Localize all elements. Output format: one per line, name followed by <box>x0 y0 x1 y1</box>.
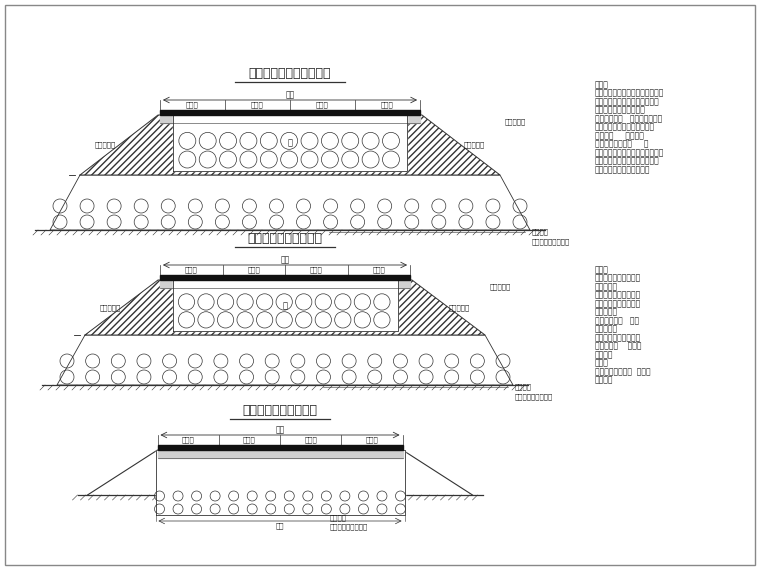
Text: 抛填片石: 抛填片石 <box>330 515 347 522</box>
Text: 和碾压。: 和碾压。 <box>595 350 613 359</box>
Text: 内填填石。: 内填填石。 <box>595 324 618 333</box>
Text: 工程量表。: 工程量表。 <box>595 282 618 291</box>
Polygon shape <box>156 450 404 515</box>
Text: 综: 综 <box>287 139 293 148</box>
Text: 、换填地段及深度详见: 、换填地段及深度详见 <box>595 274 641 283</box>
Text: 人行道: 人行道 <box>182 437 195 443</box>
Text: 填石或填土: 填石或填土 <box>464 142 485 148</box>
Text: 车行道: 车行道 <box>310 266 323 273</box>
Polygon shape <box>157 450 403 458</box>
Polygon shape <box>80 115 500 175</box>
Text: 地势较高的填方地段：: 地势较高的填方地段： <box>248 232 322 245</box>
Text: 抛填片石: 抛填片石 <box>515 384 532 390</box>
Text: 填石或填土: 填石或填土 <box>448 304 470 311</box>
Text: 、路面基层下   范围: 、路面基层下 范围 <box>595 316 639 325</box>
Text: 、抛填顺序：先从路堤中部开始，: 、抛填顺序：先从路堤中部开始， <box>595 148 664 157</box>
Polygon shape <box>157 445 403 450</box>
Text: 人行道: 人行道 <box>381 101 394 108</box>
Polygon shape <box>173 280 397 331</box>
Text: 车宽: 车宽 <box>276 522 284 528</box>
Polygon shape <box>173 115 407 171</box>
Text: 车行道: 车行道 <box>243 437 256 443</box>
Text: 中部抛填大建筑向渐次向两侧展: 中部抛填大建筑向渐次向两侧展 <box>595 157 660 165</box>
Polygon shape <box>160 275 410 280</box>
Polygon shape <box>57 335 513 385</box>
Text: 、视现场、填料情况及: 、视现场、填料情况及 <box>595 291 641 299</box>
Text: 开，以使淤泥向两侧挤出。: 开，以使淤泥向两侧挤出。 <box>595 165 651 174</box>
Text: 车行道: 车行道 <box>251 101 264 108</box>
Text: 车行道: 车行道 <box>316 101 329 108</box>
Text: 、换填地段及深度详见工程量表。: 、换填地段及深度详见工程量表。 <box>595 88 664 97</box>
Text: 车行道: 车行道 <box>247 266 260 273</box>
Text: 基层下片石: 基层下片石 <box>490 283 511 290</box>
Text: 软基及淤泥低注填筋地段: 软基及淤泥低注填筋地段 <box>249 67 331 80</box>
Text: 人行道: 人行道 <box>366 437 378 443</box>
Text: 路幅: 路幅 <box>280 255 290 264</box>
Text: 综: 综 <box>283 301 287 310</box>
Text: 状况等确定填土或填石。: 状况等确定填土或填石。 <box>595 105 646 115</box>
Text: 、换填地段及深度  详见工: 、换填地段及深度 详见工 <box>595 367 651 376</box>
Text: 程量表。: 程量表。 <box>595 376 613 385</box>
Text: 、抛填片石的粒径人不宜小于: 、抛填片石的粒径人不宜小于 <box>595 123 655 132</box>
Text: 说明：: 说明： <box>595 265 609 274</box>
Text: 、路底基层下   范围内需填石。: 、路底基层下 范围内需填石。 <box>595 114 662 123</box>
Text: 填石或填土: 填石或填土 <box>274 309 296 316</box>
Text: 基层下片石: 基层下片石 <box>505 118 526 125</box>
Text: 抛填片石: 抛填片石 <box>532 229 549 235</box>
Text: 、视现场、填料情况及施工天气: 、视现场、填料情况及施工天气 <box>595 97 660 106</box>
Text: 厚度视现场情况而定: 厚度视现场情况而定 <box>532 239 570 245</box>
Text: 人行道: 人行道 <box>186 101 199 108</box>
Text: 土或填石。: 土或填石。 <box>595 307 618 316</box>
Text: 厚度视现场情况而定: 厚度视现场情况而定 <box>330 524 369 530</box>
Text: 填石或填土: 填石或填土 <box>100 304 122 311</box>
Text: 说明：: 说明： <box>595 80 609 89</box>
Text: 路幅: 路幅 <box>285 90 295 99</box>
Text: 人行道: 人行道 <box>372 266 385 273</box>
Polygon shape <box>85 280 485 335</box>
Text: ，凡小于     的粒径的: ，凡小于 的粒径的 <box>595 131 644 140</box>
Text: 挖方区软基换填地段：: 挖方区软基换填地段： <box>242 404 318 417</box>
Polygon shape <box>160 110 420 115</box>
Text: 最佳含水量    时填筑: 最佳含水量 时填筑 <box>595 341 641 351</box>
Text: 施工天气状况等确定填: 施工天气状况等确定填 <box>595 299 641 308</box>
Text: 、填土时须在土料在其: 、填土时须在土料在其 <box>595 333 641 342</box>
Text: 厚度视现场情况而定: 厚度视现场情况而定 <box>515 394 553 400</box>
Text: 车行道: 车行道 <box>304 437 317 443</box>
Polygon shape <box>50 175 530 230</box>
Text: 路幅: 路幅 <box>275 425 285 434</box>
Text: 人行道: 人行道 <box>185 266 198 273</box>
Text: 填石或填土: 填石或填土 <box>280 147 301 153</box>
Polygon shape <box>160 280 410 288</box>
Text: 说明：: 说明： <box>595 359 609 368</box>
Text: 片石含量不得超过     。: 片石含量不得超过 。 <box>595 140 648 149</box>
Text: 填石或填土: 填石或填土 <box>95 142 116 148</box>
Polygon shape <box>160 115 420 123</box>
